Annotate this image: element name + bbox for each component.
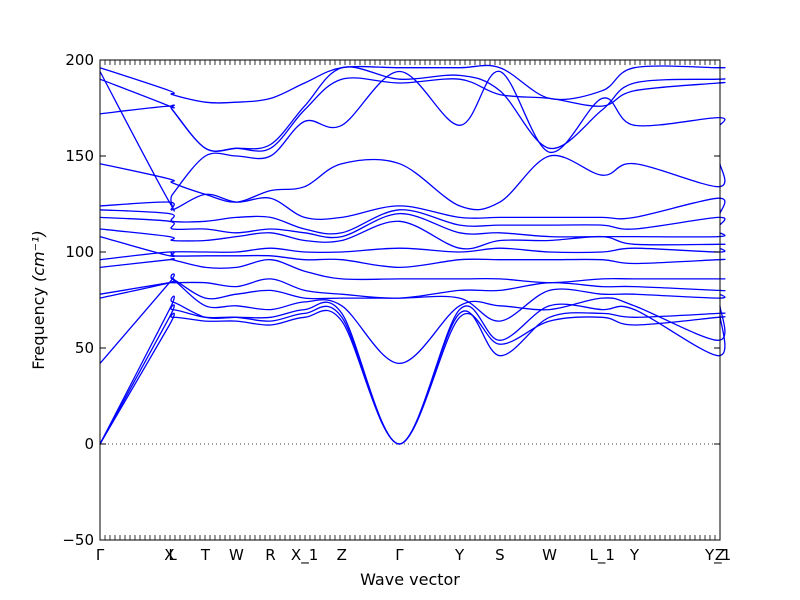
plot-frame xyxy=(99,59,721,541)
x-tick-label: W xyxy=(229,546,244,564)
y-axis-label-text: Frequency xyxy=(29,282,48,370)
band-line-12 xyxy=(99,209,726,235)
band-line-11 xyxy=(99,212,726,239)
x-tick-label: S xyxy=(495,546,505,564)
x-tick-label: W xyxy=(542,546,557,564)
band-line-8 xyxy=(99,251,726,269)
x-tick-label: Z xyxy=(715,546,725,564)
band-line-5 xyxy=(99,277,726,322)
x-axis-label: Wave vector xyxy=(360,570,460,589)
x-tick-label: Γ xyxy=(96,546,105,564)
band-line-17 xyxy=(99,70,726,212)
x-tick-label: X_1 xyxy=(291,546,318,565)
y-axis-label: Frequency (cm⁻¹) xyxy=(29,230,48,369)
y-axis-label-unit: (cm⁻¹) xyxy=(29,230,48,282)
band-line-13 xyxy=(99,193,726,220)
y-tick-label: 50 xyxy=(75,339,94,357)
x-tick-label: Y xyxy=(454,546,465,564)
band-line-7 xyxy=(99,258,726,284)
band-line-10 xyxy=(99,220,726,250)
x-tick-label: Γ xyxy=(395,546,404,564)
y-tick-label: 100 xyxy=(65,243,94,261)
band-line-6 xyxy=(99,278,726,299)
y-tick-label: 150 xyxy=(65,147,94,165)
x-tick-label: L xyxy=(168,546,177,564)
y-tick-label: 0 xyxy=(84,435,94,453)
band-line-18 xyxy=(99,64,726,104)
x-tick-label: Y xyxy=(629,546,640,564)
x-tick-label: T xyxy=(200,546,211,564)
band-line-16 xyxy=(99,66,726,152)
x-tick-label: X xyxy=(164,546,174,564)
x-tick-label: Y_1 xyxy=(704,546,731,565)
band-line-14 xyxy=(99,154,726,211)
y-tick-label: −50 xyxy=(62,531,94,549)
band-line-3 xyxy=(99,295,726,445)
y-tick-label: 200 xyxy=(65,51,94,69)
band-line-9 xyxy=(99,235,726,258)
band-line-4 xyxy=(99,273,726,365)
x-tick-label: R xyxy=(265,546,275,564)
x-tick-label: L_1 xyxy=(589,546,614,565)
x-tick-label: Z xyxy=(337,546,347,564)
